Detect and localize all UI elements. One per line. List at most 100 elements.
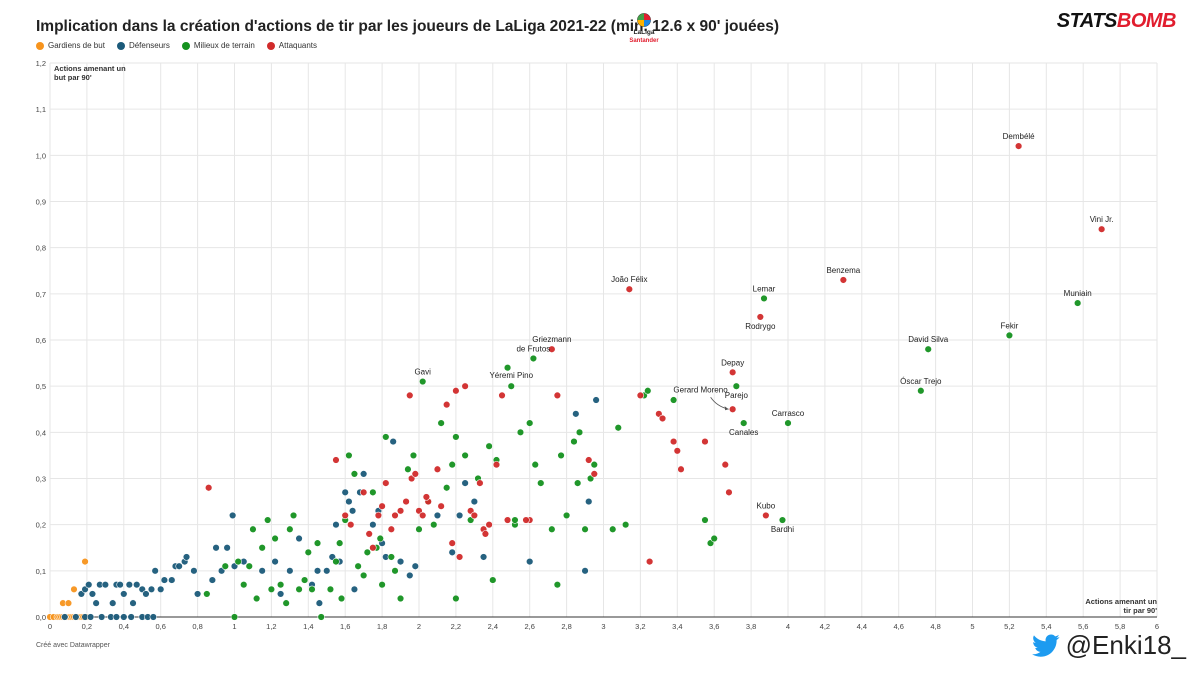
data-point <box>249 525 257 533</box>
data-point <box>228 511 237 520</box>
player-labels: Dembélé Vini Jr. Benzema Muniain Fekir David … <box>414 132 1113 534</box>
data-point <box>347 520 355 529</box>
y-tick-label: 0,8 <box>36 244 46 253</box>
laliga-logo-sponsor: Santander <box>629 38 659 44</box>
data-point <box>348 507 357 515</box>
data-point <box>337 594 346 603</box>
player-label: Bardhi <box>771 525 794 534</box>
data-point <box>295 534 303 543</box>
data-point <box>585 497 593 506</box>
data-point <box>572 410 580 418</box>
data-point <box>221 562 229 570</box>
data-point <box>133 580 141 589</box>
y-tick-label: 0,6 <box>36 336 46 345</box>
data-point <box>404 465 412 473</box>
data-point <box>391 511 399 520</box>
data-point <box>553 391 562 400</box>
data-point <box>406 391 414 400</box>
legend-dot-midfielders <box>181 41 190 50</box>
x-tick-label: 0 <box>48 622 52 631</box>
x-tick-label: 5 <box>970 622 974 631</box>
x-tick-label: 1 <box>232 622 236 631</box>
data-point <box>1097 225 1106 233</box>
player-label: Vini Jr. <box>1090 215 1114 224</box>
data-point <box>359 488 368 497</box>
data-point <box>365 530 373 538</box>
x-tick-label: 5,6 <box>1078 622 1088 631</box>
data-point <box>313 539 322 547</box>
data-point <box>286 525 294 533</box>
x-tick-label: 4,8 <box>930 622 940 631</box>
y-tick-label: 0,3 <box>36 475 46 484</box>
twitter-bird-icon <box>1031 633 1060 657</box>
data-point <box>282 599 290 607</box>
data-point <box>88 590 97 598</box>
y-tick-label: 1,2 <box>36 59 46 68</box>
data-point <box>120 613 128 621</box>
data-point <box>784 419 792 427</box>
data-point <box>433 511 442 520</box>
data-point <box>525 557 534 566</box>
x-tick-label: 0,4 <box>119 622 129 631</box>
data-point <box>614 424 622 432</box>
x-tick-label: 5,2 <box>1004 622 1014 631</box>
y-tick-label: 0,9 <box>36 198 46 207</box>
data-point <box>72 613 80 621</box>
data-point <box>86 613 95 621</box>
data-point <box>127 613 135 621</box>
data-point <box>193 590 202 598</box>
data-point <box>212 544 220 552</box>
data-point <box>332 456 340 464</box>
data-point <box>573 479 582 487</box>
legend-item-defenders: Défenseurs <box>116 41 170 50</box>
data-point <box>350 585 359 593</box>
legend-item-attackers: Attaquants <box>266 41 317 50</box>
data-point <box>335 539 344 547</box>
data-point <box>621 520 630 529</box>
x-tick-label: 1,4 <box>303 622 313 631</box>
data-point <box>378 502 386 510</box>
x-tick-label: 1,8 <box>377 622 387 631</box>
x-tick-label: 3,2 <box>635 622 645 631</box>
data-point <box>673 447 681 455</box>
data-point <box>461 451 469 460</box>
data-point <box>276 580 285 589</box>
data-point <box>230 613 239 621</box>
data-point <box>592 396 600 404</box>
data-point <box>286 567 294 575</box>
player-label: Gavi <box>414 368 431 377</box>
data-point <box>315 599 324 607</box>
data-point <box>461 479 469 487</box>
data-point <box>374 511 383 520</box>
twitter-handle-block[interactable]: @Enki18_ <box>1031 630 1186 661</box>
data-point <box>498 391 506 400</box>
x-tick-label: 0,2 <box>82 622 92 631</box>
data-point <box>378 580 386 589</box>
data-point <box>295 585 303 593</box>
legend-label-defenders: Défenseurs <box>128 41 170 50</box>
player-label: de Frutos <box>516 344 550 353</box>
data-point <box>760 294 768 303</box>
data-point <box>625 285 634 293</box>
data-point <box>701 437 709 446</box>
x-tick-label: 4,6 <box>893 622 903 631</box>
data-point <box>354 562 362 570</box>
legend-item-goalkeepers: Gardiens de but <box>36 41 105 50</box>
data-point <box>389 437 397 446</box>
data-point <box>725 488 733 497</box>
data-point <box>376 534 384 543</box>
data-point <box>204 484 213 492</box>
legend-dot-defenders <box>116 41 125 50</box>
x-tick-label: 3,8 <box>746 622 756 631</box>
data-point <box>721 460 729 469</box>
twitter-handle[interactable]: @Enki18_ <box>1065 630 1186 660</box>
data-point <box>304 548 312 557</box>
series-3 <box>204 142 1106 566</box>
data-point <box>258 544 266 552</box>
data-point <box>644 387 652 395</box>
data-point <box>570 437 578 446</box>
legend-dot-goalkeepers <box>36 41 44 50</box>
data-point <box>430 520 438 529</box>
data-point <box>157 585 165 593</box>
data-point <box>455 553 464 561</box>
